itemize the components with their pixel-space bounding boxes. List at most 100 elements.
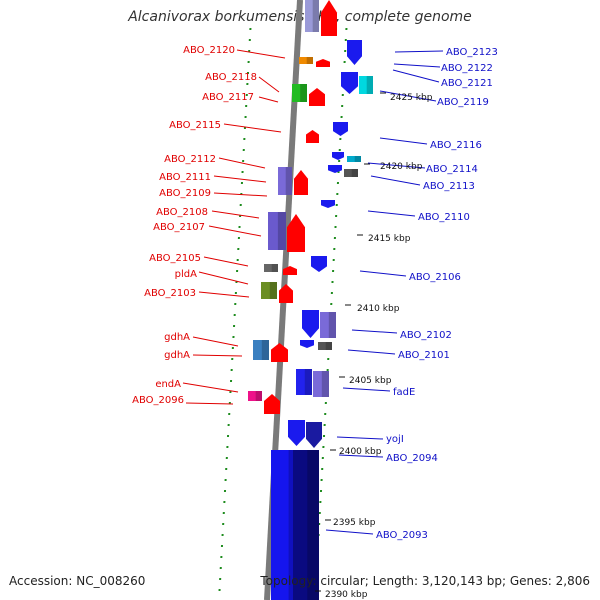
gene-label-right: fadE [393,387,415,398]
gene-label-left: pldA [175,269,197,280]
gene-block-lavender [305,0,319,32]
leader-line-right [367,210,416,217]
gene-arrow-reverse [347,40,362,65]
gene-label-right: ABO_2119 [437,97,489,108]
gene-label-left: ABO_2120 [183,45,235,56]
leader-line-left [182,382,239,393]
leader-line-left [236,49,286,59]
leader-line-right [379,90,437,102]
gene-arrow-forward [316,59,330,67]
gene-label-left: ABO_2117 [202,92,254,103]
leader-line-left [198,271,249,285]
gene-arrow-forward [309,88,325,106]
gene-block-purple [313,371,329,397]
gene-arrow-reverse [288,420,305,446]
gene-label-right: ABO_2102 [400,330,452,341]
leader-line-left [218,157,266,169]
gene-arrow-forward [271,343,288,362]
gene-label-right: ABO_2121 [441,78,493,89]
gene-arrow-forward [294,170,308,195]
scale-tick-label: 2390 kbp [325,590,368,600]
scale-tick-label: 2410 kbp [357,304,400,314]
genome-stats-text: Topology: circular; Length: 3,120,143 bp… [260,574,590,588]
gene-label-left: ABO_2108 [156,207,208,218]
scale-tick-label: 2425 kbp [390,93,433,103]
gene-label-right: ABO_2113 [423,181,475,192]
gene-label-left: ABO_2111 [159,172,211,183]
leader-line-left [208,225,262,237]
leader-line-left [185,402,234,405]
leader-line-right [351,329,398,334]
leader-line-right [347,349,396,355]
gene-labels: ABO_2120 ABO_2118 ABO_2117 ABO_2115 ABO_2112… [132,45,498,541]
gene-label-right: ABO_2110 [418,212,470,223]
gene-label-right: ABO_2116 [430,140,482,151]
gene-arrow-forward [306,130,319,143]
gene-label-left: gdhA [164,350,190,361]
gene-label-left: ABO_2112 [164,154,216,165]
gene-arrow-forward [321,0,337,36]
gene-label-left: ABO_2115 [169,120,221,131]
leader-line-right [379,137,428,145]
gene-arrow-forward [279,284,293,303]
gene-arrow-reverse [306,422,322,448]
gene-block-grey [344,169,358,177]
scale-tick-label: 2405 kbp [349,376,392,386]
gene-block-purple [268,212,286,250]
gene-arrow-forward [287,214,305,252]
gene-label-right: yojI [386,434,404,445]
gene-label-left: ABO_2096 [132,395,184,406]
leader-line-right [394,50,444,53]
gene-label-left: ABO_2107 [153,222,205,233]
gene-label-left: ABO_2105 [149,253,201,264]
leader-line-right [393,63,441,68]
leader-line-left [258,96,279,103]
leader-line-right [336,436,384,440]
gene-arrow-reverse [328,165,342,173]
gene-block-blue [296,369,312,395]
gene-label-right: ABO_2106 [409,272,461,283]
leader-line-right [359,270,407,277]
leader-line-right [325,529,374,535]
gene-label-left: gdhA [164,332,190,343]
gene-block-olive [261,282,277,299]
gene-label-right: ABO_2122 [441,63,493,74]
gene-block-grey [264,264,278,272]
gene-block-green [292,84,307,102]
gene-block-steelblue [253,340,269,360]
scale-ticks: 2425 kbp 2420 kbp 2415 kbp 2410 kbp 2405 kbp… [315,92,433,600]
gene-arrow-reverse [311,256,327,272]
leader-line-right [338,454,384,458]
label-leader-lines [182,49,444,535]
gene-label-right: ABO_2114 [426,164,478,175]
leader-line-left [211,210,260,219]
leader-line-left [192,354,243,357]
leader-line-left [213,192,268,197]
scale-tick-label: 2420 kbp [380,162,423,172]
leader-line-right [370,175,421,186]
leader-line-left [213,175,267,183]
gene-arrow-reverse [333,122,348,136]
gene-label-left: ABO_2118 [205,72,257,83]
gene-label-left: ABO_2109 [159,188,211,199]
scale-tick-label: 2400 kbp [339,447,382,457]
accession-text: Accession: NC_008260 [9,574,146,588]
gene-block-purple [320,312,336,338]
gene-arrow-reverse [332,152,344,160]
leader-line-left [223,123,282,133]
gene-arrow-reverse [321,200,335,208]
gene-block-cyan [347,156,361,162]
leader-line-left [203,256,249,267]
gene-block-purple [278,167,292,195]
gene-arrow-forward [283,266,297,275]
leader-line-right [342,387,391,392]
gene-label-left: ABO_2103 [144,288,196,299]
gene-label-right: ABO_2101 [398,350,450,361]
gene-arrow-reverse [341,72,358,94]
leader-line-left [198,291,250,298]
gene-label-right: ABO_2093 [376,530,428,541]
scale-tick-label: 2395 kbp [333,518,376,528]
leader-line-left [192,336,239,347]
gene-block-long-navy [293,450,319,600]
